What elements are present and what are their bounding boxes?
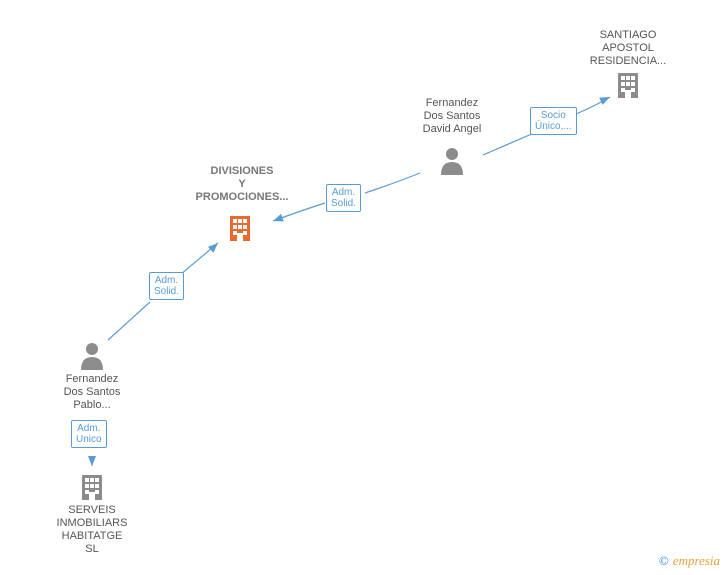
node-santiago-label: SANTIAGO APOSTOL RESIDENCIA...	[588, 29, 668, 68]
node-serveis[interactable]: SERVEIS INMOBILIARS HABITATGE SL	[52, 504, 132, 556]
edge-label-socio: Socio Único,...	[530, 107, 577, 135]
watermark: © empresia	[659, 553, 720, 569]
node-david[interactable]: Fernandez Dos Santos David Angel	[417, 97, 487, 136]
node-santiago[interactable]: SANTIAGO APOSTOL RESIDENCIA...	[588, 29, 668, 68]
node-serveis-icon-wrap	[77, 472, 107, 502]
copyright-symbol: ©	[659, 553, 669, 568]
building-icon	[77, 472, 107, 502]
node-divisiones[interactable]: DIVISIONES Y PROMOCIONES...	[192, 165, 292, 204]
building-icon	[225, 213, 255, 243]
watermark-brand: empresia	[673, 553, 720, 568]
edge-label-adm-unico: Adm. Unico	[71, 420, 107, 448]
person-icon	[78, 340, 106, 370]
node-pablo[interactable]: Fernandez Dos Santos Pablo...	[57, 373, 127, 412]
node-david-label: Fernandez Dos Santos David Angel	[417, 97, 487, 136]
node-divisiones-label: DIVISIONES Y PROMOCIONES...	[192, 165, 292, 204]
building-icon	[613, 70, 643, 100]
node-divisiones-icon-wrap	[225, 213, 255, 243]
node-pablo-label: Fernandez Dos Santos Pablo...	[57, 373, 127, 412]
node-serveis-label: SERVEIS INMOBILIARS HABITATGE SL	[52, 504, 132, 556]
edge-label-adm-solid-2: Adm. Solid.	[149, 272, 184, 300]
node-david-icon-wrap	[438, 145, 466, 175]
person-icon	[438, 145, 466, 175]
node-pablo-icon-wrap	[78, 340, 106, 370]
node-santiago-icon-wrap	[613, 70, 643, 100]
edge-label-adm-solid-1: Adm. Solid.	[326, 184, 361, 212]
diagram-canvas: { "diagram": { "type": "network", "backg…	[0, 0, 728, 575]
